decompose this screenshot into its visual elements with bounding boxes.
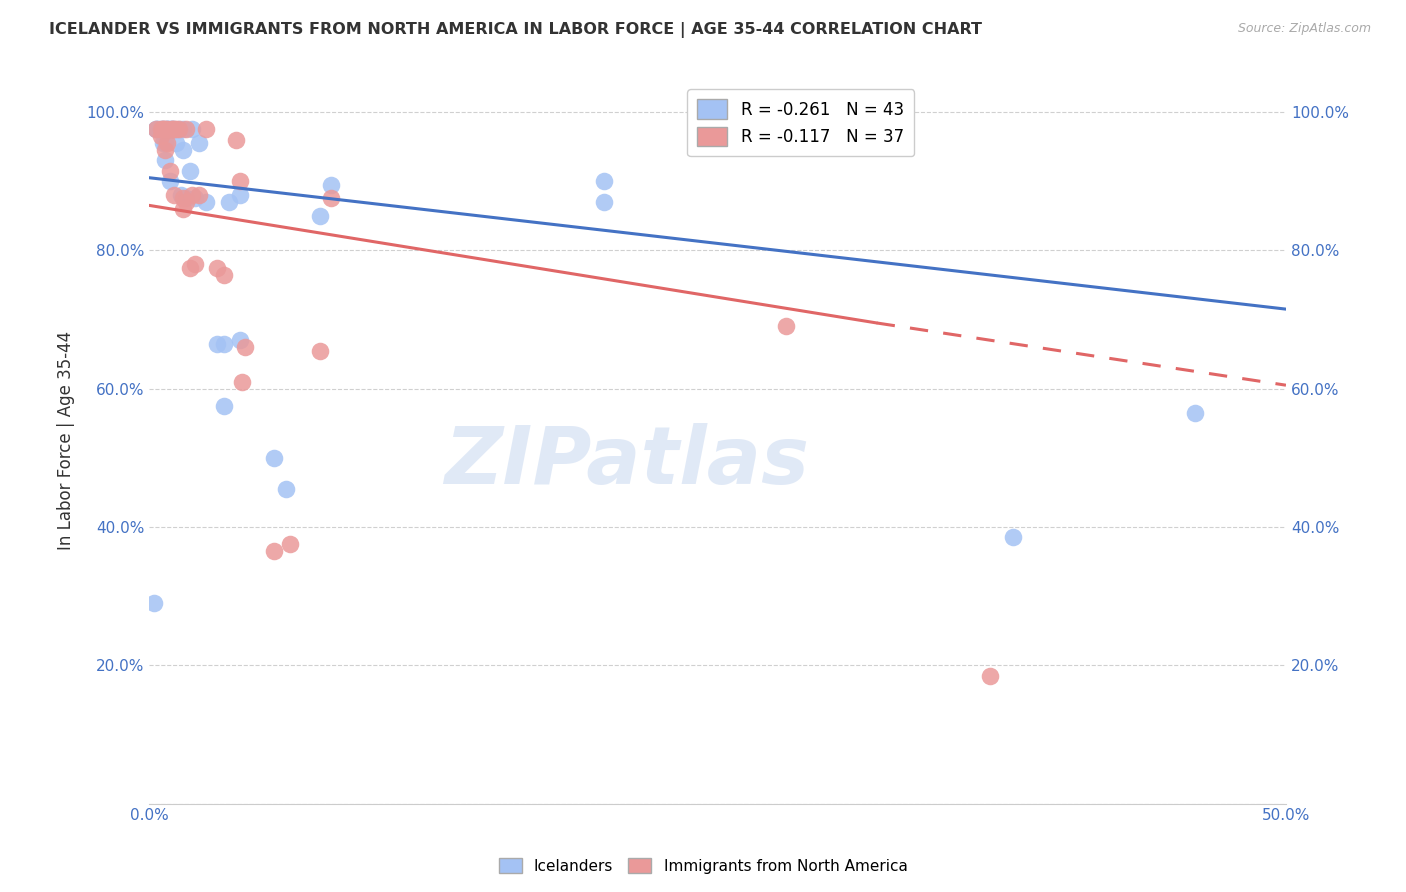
Point bbox=[195, 122, 218, 136]
Point bbox=[174, 191, 197, 205]
Text: ICELANDER VS IMMIGRANTS FROM NORTH AMERICA IN LABOR FORCE | AGE 35-44 CORRELATIO: ICELANDER VS IMMIGRANTS FROM NORTH AMERI… bbox=[49, 22, 983, 38]
Point bbox=[231, 375, 253, 389]
Point bbox=[163, 122, 186, 136]
Point bbox=[152, 122, 174, 136]
Point bbox=[775, 319, 797, 334]
Point bbox=[274, 482, 297, 496]
Point bbox=[172, 191, 194, 205]
Point bbox=[159, 174, 181, 188]
Point bbox=[233, 340, 256, 354]
Point bbox=[1184, 406, 1206, 420]
Point bbox=[225, 133, 247, 147]
Point bbox=[156, 136, 179, 150]
Point bbox=[142, 596, 165, 610]
Point bbox=[159, 122, 181, 136]
Point bbox=[167, 122, 190, 136]
Point bbox=[153, 136, 176, 150]
Point bbox=[308, 209, 330, 223]
Point bbox=[183, 257, 205, 271]
Point bbox=[592, 194, 614, 209]
Point bbox=[145, 122, 167, 136]
Point bbox=[592, 174, 614, 188]
Point bbox=[188, 136, 211, 150]
Text: ZIPatlas: ZIPatlas bbox=[444, 424, 808, 501]
Point bbox=[149, 122, 172, 136]
Point bbox=[195, 194, 218, 209]
Point bbox=[183, 191, 205, 205]
Point bbox=[229, 188, 252, 202]
Point bbox=[145, 122, 167, 136]
Point bbox=[278, 537, 301, 551]
Point bbox=[212, 399, 235, 413]
Point bbox=[156, 122, 179, 136]
Point bbox=[319, 178, 342, 192]
Point bbox=[163, 188, 186, 202]
Point bbox=[152, 122, 174, 136]
Point bbox=[149, 122, 172, 136]
Point bbox=[165, 136, 187, 150]
Point bbox=[172, 202, 194, 216]
Point bbox=[319, 191, 342, 205]
Legend: Icelanders, Immigrants from North America: Icelanders, Immigrants from North Americ… bbox=[492, 852, 914, 880]
Point bbox=[172, 122, 194, 136]
Point bbox=[212, 336, 235, 351]
Point bbox=[229, 333, 252, 347]
Point bbox=[170, 188, 193, 202]
Point bbox=[229, 174, 252, 188]
Point bbox=[160, 122, 183, 136]
Point bbox=[152, 136, 174, 150]
Point bbox=[207, 260, 229, 275]
Point bbox=[160, 122, 183, 136]
Point bbox=[188, 188, 211, 202]
Point bbox=[153, 143, 176, 157]
Point bbox=[218, 194, 240, 209]
Point bbox=[308, 343, 330, 358]
Point bbox=[174, 122, 197, 136]
Point bbox=[160, 122, 183, 136]
Point bbox=[156, 122, 179, 136]
Point bbox=[1002, 530, 1025, 544]
Point bbox=[153, 153, 176, 168]
Point bbox=[156, 122, 179, 136]
Point bbox=[165, 122, 187, 136]
Point bbox=[160, 122, 183, 136]
Point bbox=[181, 122, 204, 136]
Point bbox=[163, 122, 186, 136]
Point bbox=[174, 194, 197, 209]
Y-axis label: In Labor Force | Age 35-44: In Labor Force | Age 35-44 bbox=[58, 331, 75, 550]
Point bbox=[145, 122, 167, 136]
Text: Source: ZipAtlas.com: Source: ZipAtlas.com bbox=[1237, 22, 1371, 36]
Point bbox=[167, 122, 190, 136]
Point bbox=[148, 122, 170, 136]
Point bbox=[212, 268, 235, 282]
Point bbox=[159, 163, 181, 178]
Point bbox=[152, 122, 174, 136]
Point bbox=[263, 544, 285, 558]
Point bbox=[179, 260, 201, 275]
Point bbox=[181, 188, 204, 202]
Legend: R = -0.261   N = 43, R = -0.117   N = 37: R = -0.261 N = 43, R = -0.117 N = 37 bbox=[688, 89, 914, 156]
Point bbox=[172, 143, 194, 157]
Point bbox=[153, 122, 176, 136]
Point bbox=[263, 450, 285, 465]
Point bbox=[207, 336, 229, 351]
Point bbox=[149, 129, 172, 144]
Point bbox=[156, 122, 179, 136]
Point bbox=[179, 163, 201, 178]
Point bbox=[979, 668, 1001, 682]
Point bbox=[152, 122, 174, 136]
